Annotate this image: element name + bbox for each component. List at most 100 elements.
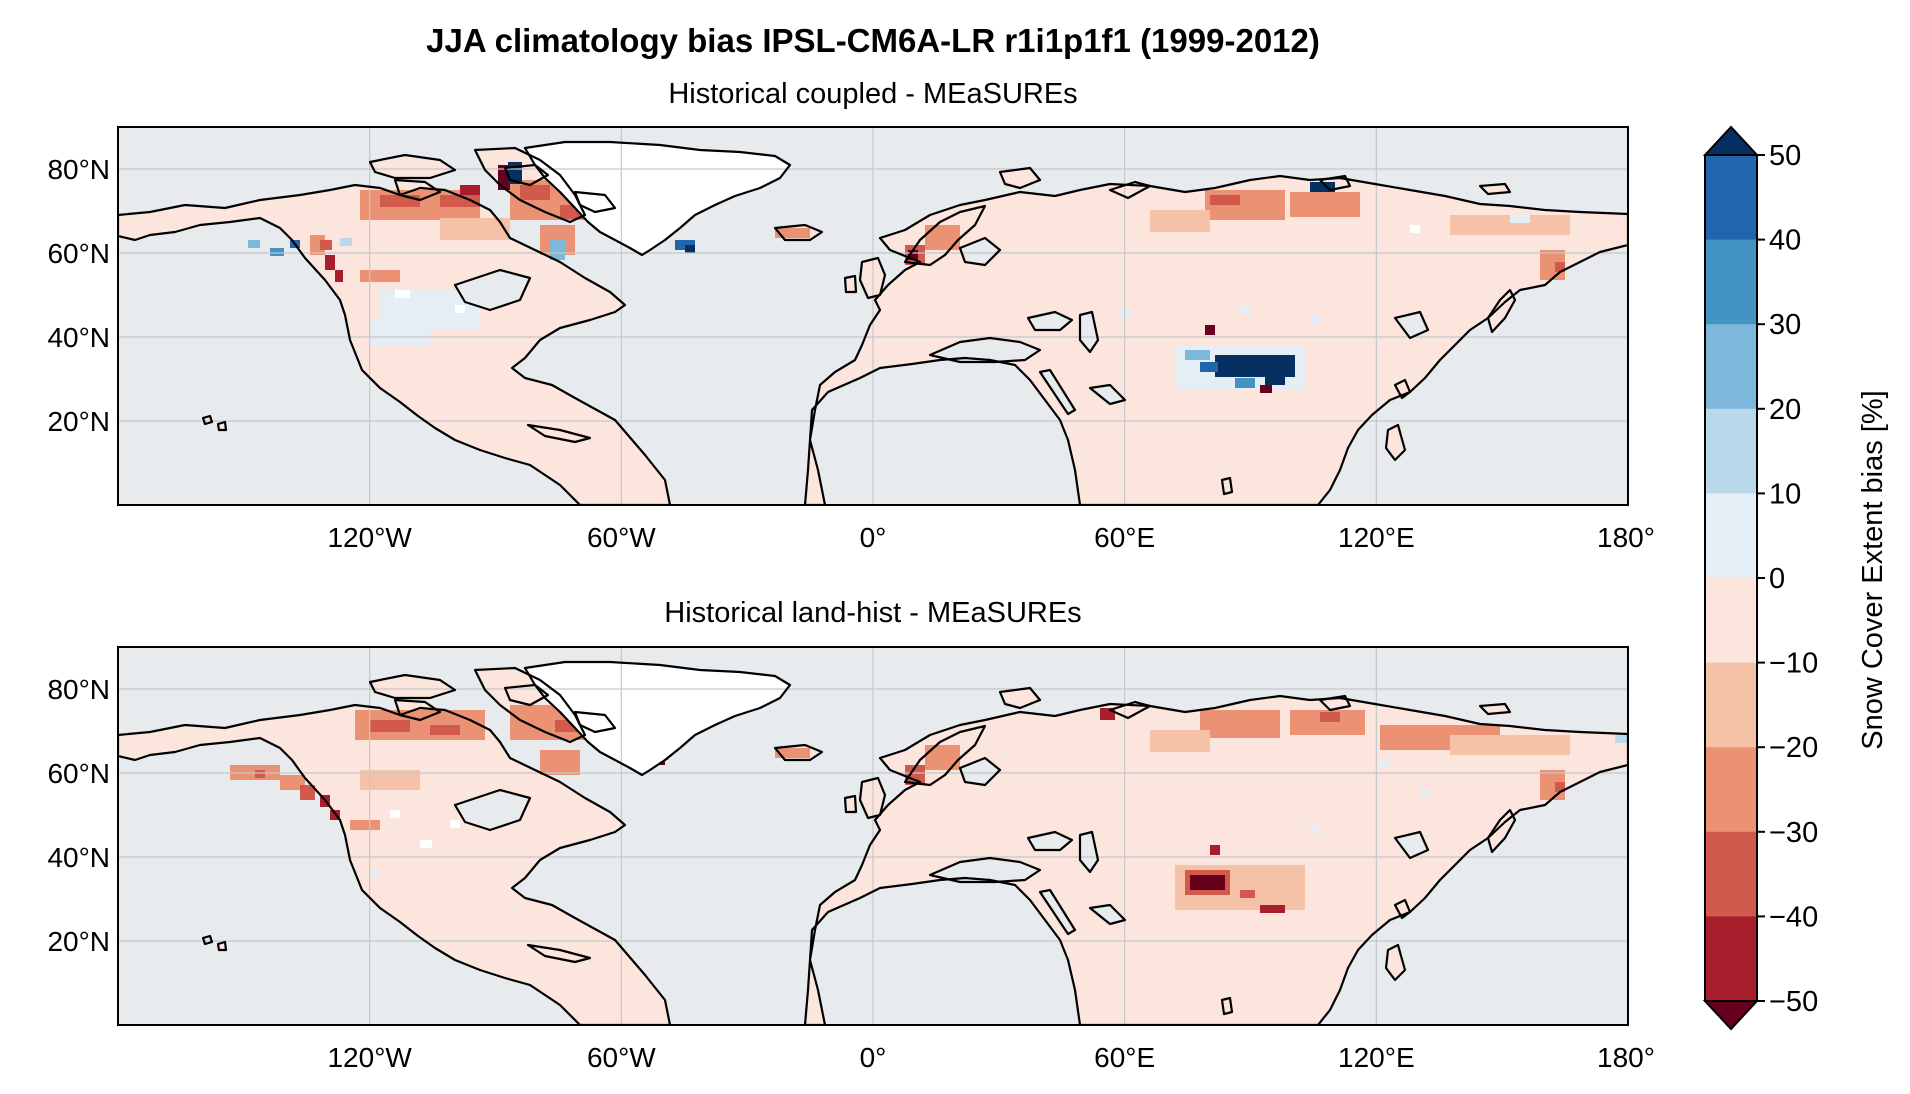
colorbar-segment bbox=[1705, 324, 1757, 410]
bias-cell-group bbox=[1260, 385, 1272, 393]
lat-tick-label: 60°N bbox=[47, 238, 110, 269]
colorbar-tick-label: 30 bbox=[1769, 309, 1801, 341]
lat-tick-labels: 80°N 60°N 40°N 20°N bbox=[47, 154, 110, 437]
colorbar-tick-label: 20 bbox=[1769, 394, 1801, 426]
bias-cell-group bbox=[775, 748, 810, 758]
bias-cell-group bbox=[440, 195, 480, 207]
bias-cell-group bbox=[450, 820, 460, 828]
bias-cell-group bbox=[370, 720, 410, 732]
bias-cell-group bbox=[420, 840, 432, 848]
lon-tick-label: 120°E bbox=[1338, 522, 1415, 553]
lon-tick-label: 180° bbox=[1597, 1042, 1655, 1073]
bias-cell-group bbox=[255, 770, 265, 778]
bias-cell-group bbox=[1615, 735, 1628, 743]
bias-cell-group bbox=[685, 245, 695, 253]
lon-tick-label: 60°W bbox=[587, 522, 656, 553]
lon-tick-label: 60°E bbox=[1094, 1042, 1155, 1073]
lon-tick-label: 60°W bbox=[587, 1042, 656, 1073]
panel-2-subtitle: Historical land-hist - MEaSUREs bbox=[664, 597, 1081, 629]
colorbar-segment bbox=[1705, 155, 1757, 241]
lon-tick-label: 0° bbox=[860, 522, 887, 553]
colorbar-tick-label: −50 bbox=[1769, 986, 1818, 1018]
bias-cell-group bbox=[390, 810, 400, 818]
colorbar-under-extension bbox=[1702, 1000, 1760, 1031]
colorbar-tick-label: 10 bbox=[1769, 478, 1801, 510]
lon-tick-label: 0° bbox=[860, 1042, 887, 1073]
bias-cell-group bbox=[248, 240, 260, 248]
bias-cell-group bbox=[1215, 355, 1295, 377]
bias-cell-group bbox=[320, 240, 332, 250]
lon-tick-label: 120°W bbox=[327, 1042, 412, 1073]
gridlines bbox=[118, 127, 1628, 505]
bias-cell-group bbox=[905, 765, 925, 785]
colorbar-over-extension bbox=[1702, 125, 1760, 156]
bias-cell-group bbox=[1380, 760, 1390, 768]
lon-tick-labels: 120°W 60°W 0° 60°E 120°E 180° bbox=[327, 522, 1654, 553]
bias-cell-group bbox=[1310, 182, 1335, 194]
colorbar-label: Snow Cover Extent bias [%] bbox=[1857, 390, 1889, 749]
bias-cell-group bbox=[1265, 375, 1285, 385]
map-frame bbox=[117, 126, 1629, 506]
colorbar: Snow Cover Extent bias [%] 50 40 30 20 10 0 −1… bbox=[1702, 125, 1889, 1031]
gridlines bbox=[118, 647, 1628, 1025]
bias-cell-group bbox=[520, 185, 550, 200]
bias-cell-group bbox=[300, 785, 315, 800]
bias-cell-group bbox=[380, 195, 420, 207]
lat-tick-label: 20°N bbox=[47, 926, 110, 957]
colorbar-tick-label: −20 bbox=[1769, 732, 1818, 764]
bias-cell-group bbox=[1320, 712, 1340, 722]
bias-cell-group bbox=[350, 820, 380, 830]
colorbar-tick-label: −40 bbox=[1769, 901, 1818, 933]
lat-tick-label: 40°N bbox=[47, 322, 110, 353]
bias-cell-group bbox=[1210, 845, 1220, 855]
panel-1-subtitle: Historical coupled - MEaSUREs bbox=[668, 78, 1077, 110]
bias-cell-group bbox=[1555, 262, 1565, 272]
bias-cell-group bbox=[1200, 362, 1218, 372]
bias-cell-group bbox=[1185, 350, 1210, 360]
bias-cell-group bbox=[550, 240, 565, 260]
colorbar-segment bbox=[1705, 239, 1757, 325]
figure-title: JJA climatology bias IPSL-CM6A-LR r1i1p1… bbox=[426, 22, 1320, 59]
colorbar-segment bbox=[1705, 578, 1757, 664]
bias-cell-group bbox=[1410, 225, 1420, 233]
bias-cell-group bbox=[360, 270, 400, 282]
bias-cell-group bbox=[395, 290, 410, 298]
colorbar-tick-label: 0 bbox=[1769, 563, 1785, 595]
colorbar-tick-label: −30 bbox=[1769, 817, 1818, 849]
bias-cell-group bbox=[1290, 192, 1360, 217]
bias-cell-group bbox=[1190, 875, 1225, 890]
bias-cell-group bbox=[1150, 210, 1210, 232]
bias-cell-group bbox=[455, 305, 465, 313]
colorbar-segment bbox=[1705, 408, 1757, 494]
bias-cell-group bbox=[925, 745, 960, 770]
colorbar-segment bbox=[1705, 493, 1757, 579]
bias-cell-group bbox=[1235, 378, 1255, 388]
bias-cell-group bbox=[370, 870, 380, 878]
map-frame bbox=[117, 646, 1629, 1026]
bias-cell-group bbox=[1240, 305, 1252, 313]
lat-tick-label: 60°N bbox=[47, 758, 110, 789]
bias-cell-group bbox=[370, 320, 430, 345]
lat-tick-label: 40°N bbox=[47, 842, 110, 873]
bias-cell-group bbox=[360, 770, 420, 790]
colorbar-tick-label: 40 bbox=[1769, 225, 1801, 257]
colorbar-segment bbox=[1705, 662, 1757, 748]
colorbar-segment bbox=[1705, 831, 1757, 917]
bias-cell-group bbox=[280, 775, 305, 790]
colorbar-segment bbox=[1705, 747, 1757, 833]
bias-cell-group bbox=[430, 725, 460, 735]
map-panel-land-hist: 80°N 60°N 40°N 20°N 120°W 60°W 0° 60°E 120°E 180… bbox=[47, 646, 1655, 1073]
bias-cell-group bbox=[335, 270, 343, 282]
map-panel-coupled: 80°N 60°N 40°N 20°N 120°W 60°W 0° 60°E 120°E 180… bbox=[47, 126, 1655, 553]
colorbar-segment bbox=[1705, 916, 1757, 1002]
lon-tick-label: 60°E bbox=[1094, 522, 1155, 553]
bias-cell-group bbox=[775, 228, 810, 238]
bias-cell-group bbox=[270, 248, 284, 256]
lon-tick-label: 120°W bbox=[327, 522, 412, 553]
bias-cell-group bbox=[1210, 195, 1240, 205]
lat-tick-labels: 80°N 60°N 40°N 20°N bbox=[47, 674, 110, 957]
bias-cell-group bbox=[1310, 315, 1322, 323]
bias-cell-group bbox=[1205, 325, 1215, 335]
lon-tick-labels: 120°W 60°W 0° 60°E 120°E 180° bbox=[327, 1042, 1654, 1073]
